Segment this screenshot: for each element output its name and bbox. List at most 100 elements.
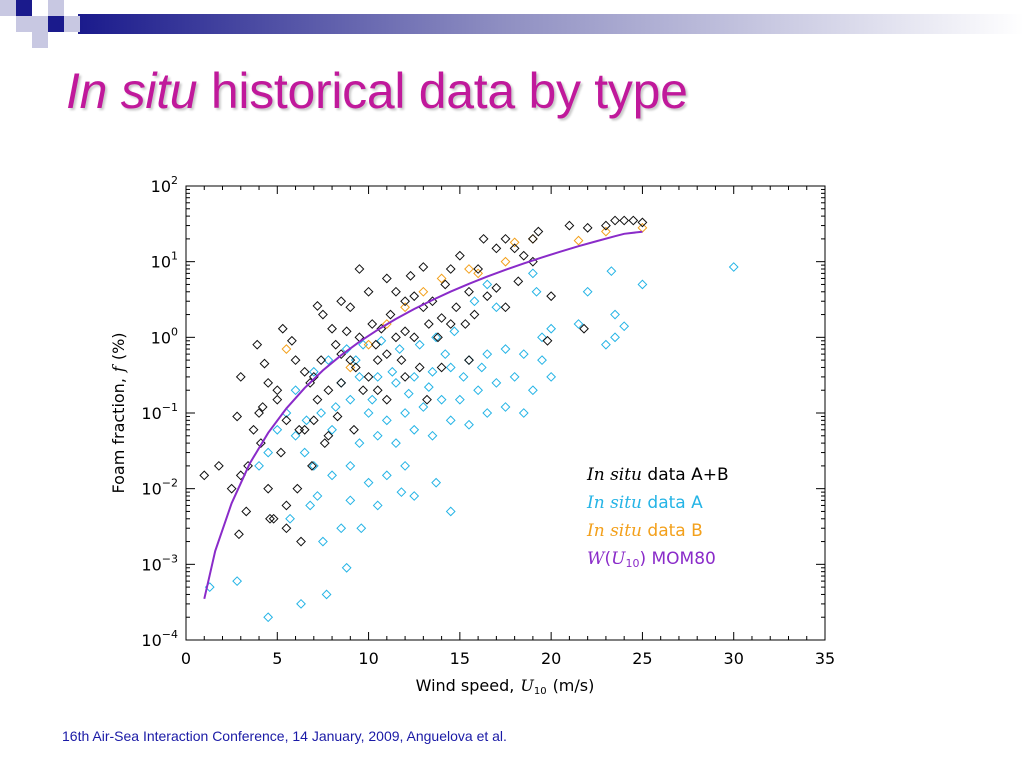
data-marks <box>199 215 739 623</box>
data-point-ab <box>312 301 323 311</box>
data-point-ab <box>307 460 317 471</box>
data-point-a <box>427 366 438 377</box>
data-point-a <box>305 500 316 511</box>
data-point-ab <box>491 243 502 254</box>
data-point-ab <box>263 483 274 494</box>
data-point-ab <box>213 460 224 471</box>
data-point-ab <box>286 335 297 346</box>
data-point-a <box>330 402 341 412</box>
data-point-a <box>469 296 480 307</box>
data-point-ab <box>243 460 253 471</box>
data-point-a <box>537 332 547 343</box>
data-point-a <box>527 385 538 396</box>
data-point-a <box>527 268 538 279</box>
data-point-ab <box>263 377 274 388</box>
data-point-a <box>409 491 420 501</box>
data-point-a <box>440 349 451 360</box>
data-point-ab <box>372 385 383 396</box>
data-point-ab <box>533 226 544 237</box>
slide-title-rest: historical data by type <box>197 63 688 119</box>
data-point-a <box>414 339 425 350</box>
data-point-ab <box>381 349 392 360</box>
data-point-ab <box>436 313 447 323</box>
data-point-ab <box>272 394 283 405</box>
x-tick-label: 10 <box>358 649 378 668</box>
legend-entry-mom80: W(U10) MOM80 <box>587 549 716 570</box>
y-tick-label: 100 <box>151 325 178 347</box>
data-point-a <box>341 562 352 573</box>
data-point-a <box>341 344 352 354</box>
data-point-a <box>263 447 274 458</box>
data-point-a <box>427 430 438 441</box>
data-point-ab <box>235 470 246 481</box>
data-point-ab <box>440 279 451 290</box>
data-point-a <box>473 385 484 396</box>
data-point-ab <box>276 447 286 458</box>
data-point-ab <box>299 366 310 377</box>
data-point-ab <box>241 506 252 517</box>
data-point-ab <box>482 291 493 302</box>
data-point-ab <box>316 355 327 366</box>
data-point-ab <box>354 264 365 274</box>
data-point-a <box>254 460 264 471</box>
data-point-ab <box>400 326 410 337</box>
data-point-ab <box>500 233 511 244</box>
data-point-a <box>445 362 456 373</box>
x-tick-label: 20 <box>541 649 561 668</box>
y-axis-label: Foam fraction, f (%) <box>109 332 128 493</box>
data-point-b <box>473 268 484 279</box>
x-axis-label-text: Wind speed, <box>416 676 515 695</box>
data-point-ab <box>336 296 347 307</box>
data-point-a <box>546 371 557 382</box>
data-point-ab <box>601 220 611 231</box>
data-point-a <box>436 394 447 405</box>
data-point-a <box>409 371 420 382</box>
y-tick-label: 10−1 <box>141 401 178 423</box>
data-point-a <box>445 506 456 517</box>
legend-entry-b: In situ data B <box>586 521 703 541</box>
slide-title: In situ historical data by type <box>66 62 688 120</box>
data-point-ab <box>235 371 246 382</box>
axis-ticks <box>185 185 826 641</box>
data-point-a <box>272 424 283 435</box>
data-point-a <box>423 382 434 392</box>
data-point-a <box>327 424 337 435</box>
data-point-ab <box>445 319 456 329</box>
data-point-ab <box>423 319 434 329</box>
data-point-ab <box>542 335 553 346</box>
data-point-ab <box>433 332 443 343</box>
data-point-ab <box>265 513 275 524</box>
x-tick-label: 15 <box>450 649 470 668</box>
data-point-ab <box>281 523 292 534</box>
data-point-ab <box>226 483 237 494</box>
data-point-ab <box>381 394 392 405</box>
x-tick-label: 0 <box>181 649 191 668</box>
data-point-a <box>400 460 410 471</box>
data-point-ab <box>478 233 489 244</box>
y-axis-label-unit: (%) <box>109 332 128 360</box>
data-point-a <box>509 371 520 382</box>
data-point-ab <box>358 385 369 396</box>
data-point-a <box>336 523 347 534</box>
data-point-ab <box>409 291 420 302</box>
data-point-ab <box>491 282 502 293</box>
slide-title-italic: In situ <box>66 63 198 119</box>
legend-entry-a: In situ data A <box>586 493 703 513</box>
data-point-ab <box>296 536 306 547</box>
data-point-ab <box>414 362 425 373</box>
x-axis-label-subscript: 10 <box>534 686 547 697</box>
data-point-a <box>285 513 295 524</box>
data-point-a <box>449 326 460 337</box>
data-point-ab <box>341 326 352 337</box>
data-point-ab <box>628 215 639 226</box>
data-point-a <box>372 430 383 441</box>
data-point-ab <box>460 319 471 329</box>
data-point-a <box>316 408 327 418</box>
data-point-ab <box>312 394 323 405</box>
data-point-ab <box>464 286 474 297</box>
data-point-a <box>367 394 378 405</box>
data-point-a <box>381 470 392 481</box>
data-point-a <box>354 371 365 382</box>
data-point-ab <box>400 371 410 382</box>
y-tick-label: 10−4 <box>141 628 178 650</box>
